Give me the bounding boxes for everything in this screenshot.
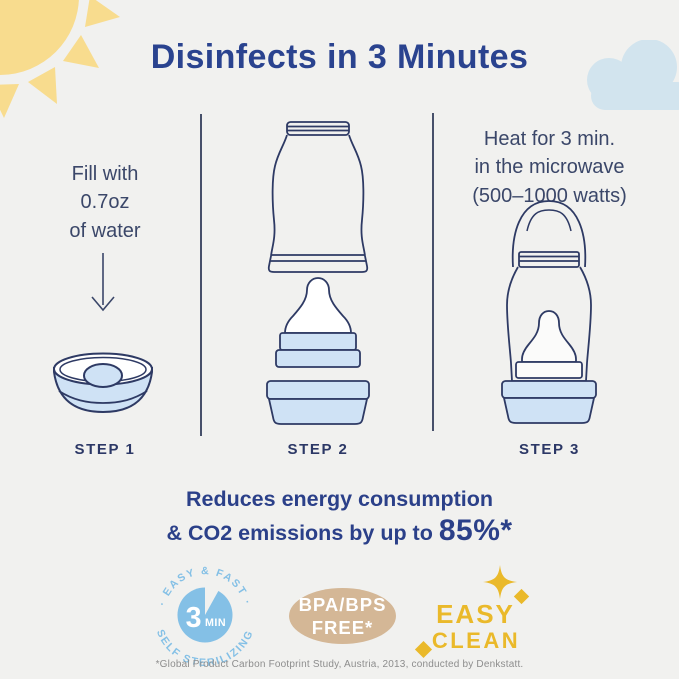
divider-right (432, 113, 434, 431)
step3-instruction: Heat for 3 min. in the microwave (500–10… (472, 128, 627, 207)
sun-icon (0, 0, 120, 118)
step2-label: STEP 2 (287, 441, 349, 458)
page-title: Disinfects in 3 Minutes (150, 38, 529, 76)
bpa-free-line2: FREE* (311, 617, 374, 638)
footnote: *Global Product Carbon Footprint Study, … (155, 659, 524, 670)
timer-badge-value: 3 (186, 602, 202, 634)
step3-label: STEP 3 (518, 441, 581, 458)
diamond-icon (414, 640, 433, 659)
claim-highlight: 85%* (438, 514, 513, 547)
easy-clean-line1: EASY (436, 599, 515, 629)
claim-line1: Reduces energy consumption (185, 487, 494, 511)
assembled-bottle-icon (501, 200, 597, 424)
bottle-parts-icon (266, 121, 370, 425)
cloud-icon (587, 40, 679, 110)
timer-badge-wedge (205, 582, 221, 615)
claim-line2-text: & CO2 emissions by up to (166, 521, 439, 545)
timer-badge: · EASY & FAST · SELF STERILIZING 3 MIN (154, 565, 254, 669)
bpa-free-line1: BPA/BPS (298, 593, 387, 615)
easy-clean-line2: CLEAN (431, 628, 521, 653)
water-bowl-icon (53, 352, 153, 414)
step1-instruction: Fill with 0.7oz of water (69, 163, 141, 242)
bpa-free-badge: BPA/BPS FREE* (289, 588, 396, 644)
divider-left (200, 114, 202, 436)
step1-label: STEP 1 (74, 441, 136, 458)
easy-clean-badge: EASY CLEAN (408, 560, 583, 668)
claim-line2: & CO2 emissions by up to 85%* (0, 514, 679, 548)
down-arrow-icon (91, 253, 115, 312)
timer-badge-unit: MIN (205, 617, 226, 629)
sparkle-icon (483, 565, 517, 599)
diamond-icon (513, 588, 530, 605)
